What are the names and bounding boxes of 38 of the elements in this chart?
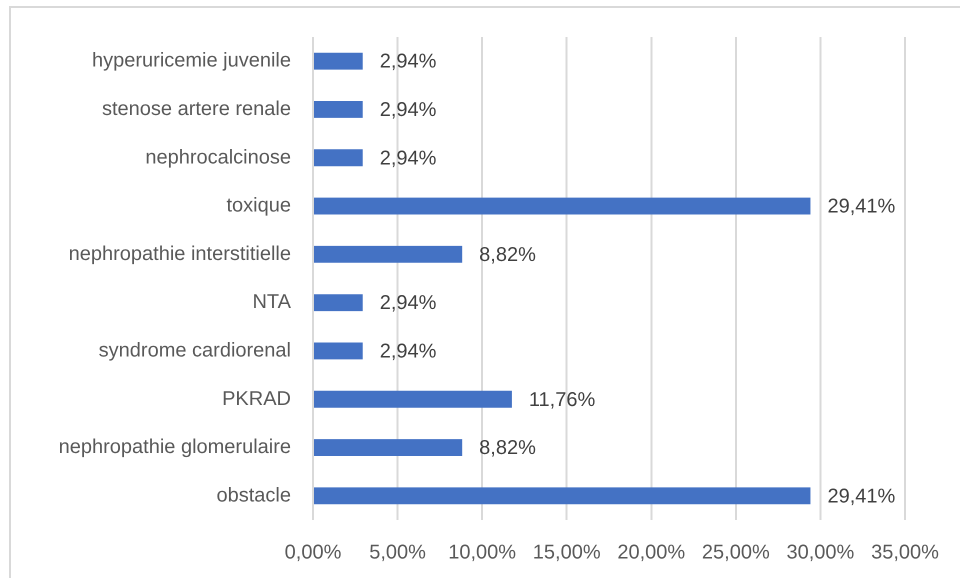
bar: [314, 487, 810, 504]
bar: [314, 294, 363, 312]
y-tick-label: syndrome cardiorenal: [98, 339, 291, 362]
x-tick-label: 5,00%: [369, 542, 426, 564]
x-tick-label: 0,00%: [284, 542, 342, 564]
y-tick-label: stenose artere renale: [102, 98, 291, 120]
bar: [314, 149, 363, 166]
data-label: 2,94%: [380, 98, 437, 121]
data-label: 2,94%: [380, 340, 437, 362]
data-label: 2,94%: [380, 147, 437, 170]
bar: [314, 101, 363, 118]
y-tick-label: nephrocalcinose: [145, 146, 291, 168]
y-tick-label: obstacle: [216, 484, 291, 506]
data-label: 8,82%: [479, 244, 536, 266]
bar: [314, 342, 363, 360]
data-label: 2,94%: [380, 292, 437, 314]
bar: [314, 439, 462, 456]
x-tick-label: 20,00%: [617, 542, 686, 564]
bar: [314, 246, 462, 263]
bar: [314, 198, 810, 215]
y-tick-label: hyperuricemie juvenile: [92, 50, 291, 72]
data-label: 8,82%: [479, 437, 536, 460]
x-tick-label: 30,00%: [786, 542, 855, 564]
data-label: 29,41%: [827, 485, 896, 508]
y-tick-label: nephropathie interstitielle: [68, 242, 291, 265]
bar: [314, 390, 512, 408]
data-label: 29,41%: [827, 196, 896, 218]
y-tick-label: NTA: [252, 291, 292, 314]
y-tick-label: nephropathie glomerulaire: [58, 436, 291, 458]
bar: [314, 52, 363, 70]
data-label: 2,94%: [380, 50, 437, 73]
x-tick-label: 15,00%: [532, 542, 601, 564]
x-tick-label: 25,00%: [702, 542, 770, 564]
y-tick-label: toxique: [226, 194, 291, 217]
data-label: 11,76%: [528, 388, 596, 411]
x-tick-label: 10,00%: [448, 542, 516, 564]
x-tick-label: 35,00%: [871, 542, 940, 564]
y-tick-label: PKRAD: [222, 388, 291, 410]
